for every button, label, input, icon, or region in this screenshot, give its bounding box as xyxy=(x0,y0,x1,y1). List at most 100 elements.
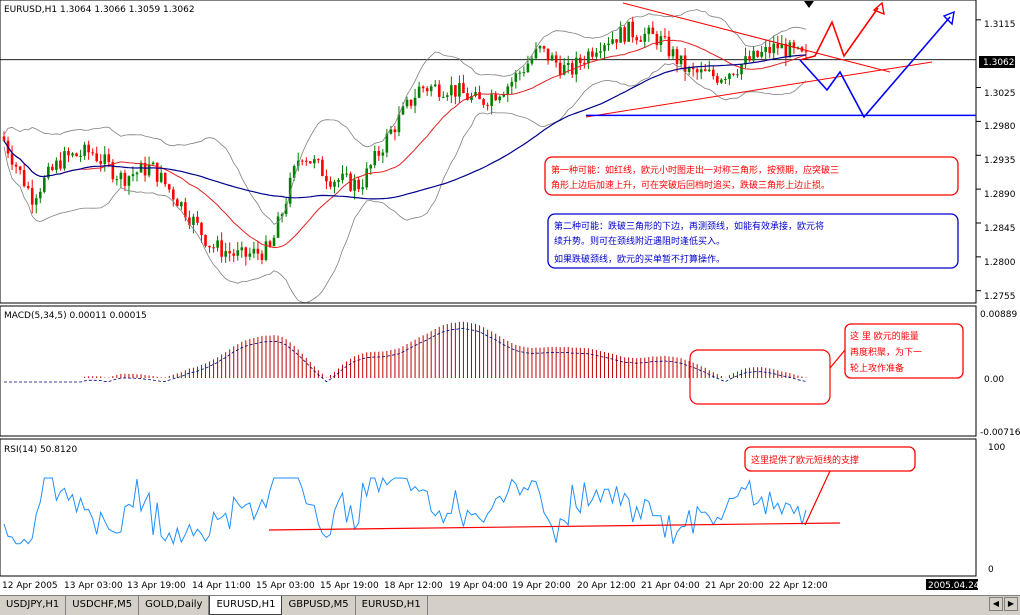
candle-body xyxy=(107,154,111,163)
rsi-note-text: 这里提供了欧元短线的支撑 xyxy=(751,454,859,466)
candle-body xyxy=(147,164,151,176)
candle-body xyxy=(43,177,46,192)
candle-body xyxy=(220,240,223,257)
time-label: 22 Apr 12:00 xyxy=(769,581,828,591)
rsi-title: RSI(14) 50.8120 xyxy=(4,445,77,455)
candle-body xyxy=(631,21,634,38)
candle-body xyxy=(361,187,364,190)
macd-tick: -0.00716 xyxy=(980,428,1020,438)
candle-body xyxy=(599,51,602,53)
candle-body xyxy=(405,99,409,107)
candle-body xyxy=(554,55,558,63)
tab-eurusd-h1-active[interactable]: EURUSD,H1 xyxy=(209,596,283,615)
candle-body xyxy=(695,69,699,73)
candle-body xyxy=(385,133,389,153)
note2-line: 续升势。则可在颈线附近遇阻时逢低买入。 xyxy=(554,235,725,247)
note1-line: 第一种可能：如红线，欧元小时图走出一对称三角形，按预期，应突破三 xyxy=(551,164,839,176)
candle-body xyxy=(587,51,590,64)
candle-body xyxy=(83,144,86,156)
candle-body xyxy=(373,150,377,166)
candle-body xyxy=(603,45,606,52)
candle-body xyxy=(248,253,252,257)
candle-body xyxy=(466,93,469,101)
rsi-line xyxy=(3,476,807,546)
candle-body xyxy=(321,159,324,176)
candle-body xyxy=(716,76,719,83)
candle-body xyxy=(95,153,99,161)
candle-body xyxy=(550,55,554,61)
candle-body xyxy=(18,166,22,171)
macd-callout-line xyxy=(829,349,846,369)
price-tick: 1.2755 xyxy=(984,292,1016,302)
scroll-right-icon[interactable]: ▶ xyxy=(1004,597,1018,611)
candle-body xyxy=(474,92,477,97)
current-time-label: 2005.04.24 14:00 xyxy=(928,581,1009,591)
candle-body xyxy=(308,161,312,164)
candle-body xyxy=(224,251,227,257)
candle-body xyxy=(2,136,6,141)
candle-body xyxy=(534,48,538,59)
candle-body xyxy=(369,165,373,169)
candle-body xyxy=(244,247,248,257)
candle-body xyxy=(671,49,675,57)
current-price-marker xyxy=(979,56,1015,68)
time-label: 19 Apr 20:00 xyxy=(512,581,571,591)
candle-body xyxy=(292,166,296,178)
candle-body xyxy=(772,43,776,54)
candle-body xyxy=(341,173,344,181)
bollinger-lower xyxy=(3,62,807,303)
candle-body xyxy=(566,62,570,65)
candle-body xyxy=(756,50,759,57)
candle-body xyxy=(67,151,70,156)
candle-body xyxy=(683,55,687,72)
macd-note-line: 轮上攻作准备 xyxy=(850,362,904,374)
candle-body xyxy=(115,179,119,181)
candle-body xyxy=(458,83,461,97)
candle-body xyxy=(720,79,723,83)
time-label: 13 Apr 19:00 xyxy=(127,581,186,591)
candle-body xyxy=(643,33,647,42)
candle-body xyxy=(276,216,280,238)
main-title: EURUSD,H1 1.3064 1.3066 1.3059 1.3062 xyxy=(4,5,195,15)
time-label: 15 Apr 19:00 xyxy=(320,581,379,591)
candle-body xyxy=(159,172,163,182)
candle-body xyxy=(240,247,244,251)
candle-body xyxy=(494,94,497,101)
candle-body xyxy=(381,152,385,156)
current-price-label: 1.3062 xyxy=(983,58,1015,68)
price-tick: 1.2935 xyxy=(984,156,1016,166)
timer-marker-icon xyxy=(804,1,814,8)
tab-usdchf-m5[interactable]: USDCHF,M5 xyxy=(66,596,140,615)
ma-fast-line xyxy=(3,39,807,249)
candle-body xyxy=(337,180,340,182)
tab-eurusd-h1[interactable]: EURUSD,H1 xyxy=(356,596,428,615)
macd-note-box xyxy=(844,323,964,379)
tab-gold-daily[interactable]: GOLD,Daily xyxy=(139,596,210,615)
candle-body xyxy=(703,69,707,72)
candle-body xyxy=(377,150,381,156)
candle-body xyxy=(333,181,336,187)
candle-body xyxy=(365,168,369,188)
chart-canvas[interactable]: EURUSD,H1 1.3064 1.3066 1.3059 1.3062 MA… xyxy=(0,0,1020,595)
tab-scroll: ◀ ▶ xyxy=(989,597,1018,611)
candle-body xyxy=(304,160,308,162)
candle-body xyxy=(14,164,18,167)
tab-usdjpy-h1[interactable]: USDJPY,H1 xyxy=(0,596,67,615)
tab-gbpusd-m5[interactable]: GBPUSD,M5 xyxy=(282,596,356,615)
candle-body xyxy=(462,83,465,94)
candle-body xyxy=(679,55,683,65)
candle-body xyxy=(167,184,171,190)
candle-body xyxy=(417,86,421,98)
candle-body xyxy=(212,247,215,249)
rsi-tick: 100 xyxy=(988,443,1005,453)
red-scenario-path xyxy=(799,7,879,61)
scroll-left-icon[interactable]: ◀ xyxy=(989,597,1003,611)
candle-body xyxy=(325,175,328,182)
candle-body xyxy=(357,179,360,190)
candle-body xyxy=(433,84,437,87)
candle-body xyxy=(675,49,679,65)
price-tick: 1.2890 xyxy=(984,190,1016,200)
current-time-marker xyxy=(926,579,978,590)
candle-body xyxy=(171,189,175,200)
